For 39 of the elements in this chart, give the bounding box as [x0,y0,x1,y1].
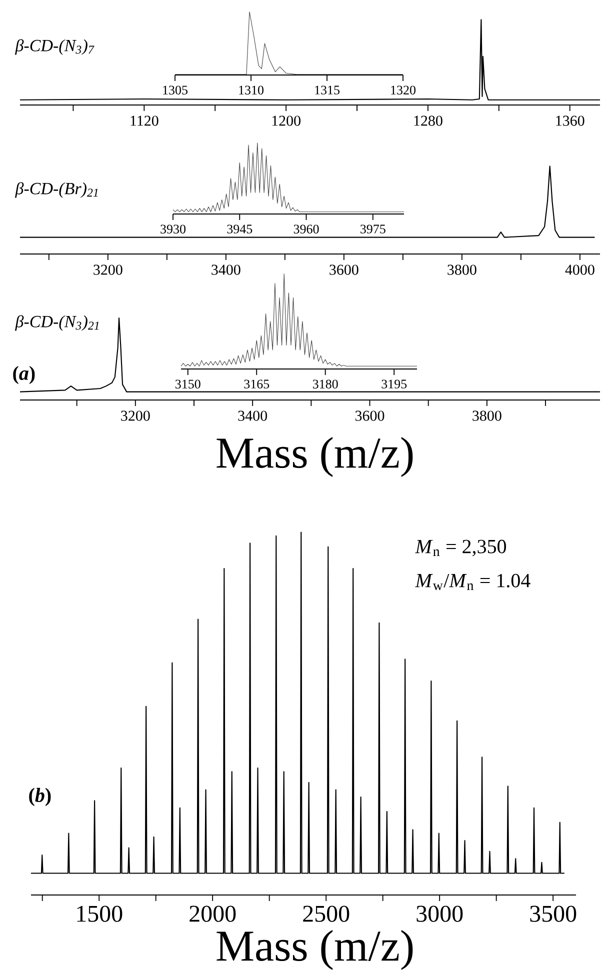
x-tick-label: 3930 [160,224,186,234]
annotation: (a) [13,366,35,384]
x-tick-label: 1280 [414,116,442,126]
x-tick-label: 3800 [448,264,476,275]
chart-title: β-CD-(N$_{3}$)$_{21}$ [14,315,99,331]
x-tick-label: 3400 [212,264,240,275]
x-tick-label: 3165 [244,380,270,388]
x-axis-title: Mass (m/z) [216,930,413,970]
x-tick-label: 3200 [121,410,150,421]
text: β-CD-(N$_{3}$)$_{7}$ [14,39,94,55]
x-tick-label: 3975 [360,224,386,234]
x-tick-label: 3800 [472,410,502,421]
x-tick-label: 3400 [238,410,268,421]
x-tick-label: 4000 [565,264,594,275]
x-tick-label: 3195 [382,380,407,388]
x-tick-label: 3180 [312,380,338,388]
x-tick-label: 1320 [391,86,416,94]
x-tick-label: 3200 [94,264,122,275]
x-tick-label: 1360 [556,116,584,126]
text: β-CD-(Br)$_{21}$ [14,182,98,198]
x-tick-label: 2000 [190,906,236,922]
x-tick-label: 3000 [416,906,463,922]
x-tick-label: 1500 [77,906,122,922]
x-tick-label: 1120 [130,116,158,126]
x-tick-label: 3945 [227,224,252,234]
x-tick-label: 1310 [239,86,264,94]
x-tick-label: 3150 [176,380,200,388]
x-tick-label: 2500 [303,906,350,922]
x-tick-label: 1305 [163,86,188,94]
x-axis-title: Mass (m/z) [216,437,413,477]
x-tick-label: 3960 [294,224,319,234]
x-tick-label: 3500 [530,906,576,922]
annotation: (b) [29,788,51,806]
annotation: M$_{n}$ = 2,350 [415,540,506,556]
x-tick-label: 3600 [355,410,384,421]
annotation: M$_{w}$/M$_{n}$ = 1.04 [415,574,530,590]
x-tick-label: 3600 [330,264,358,275]
x-tick-label: 1315 [315,86,340,94]
x-tick-label: 1200 [272,116,300,126]
